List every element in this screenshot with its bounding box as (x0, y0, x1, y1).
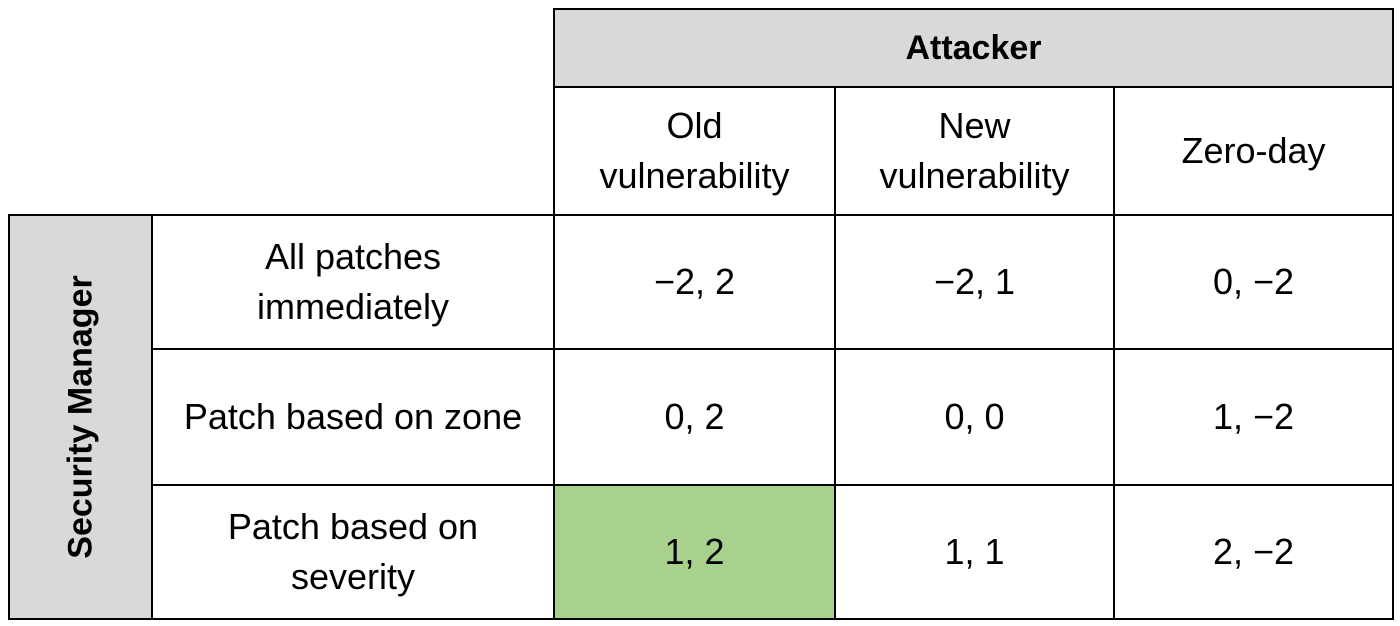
payoff-value: 1, −2 (1212, 396, 1295, 437)
payoff-cell: 1, −2 (1113, 348, 1394, 486)
column-player-header: Attacker (553, 8, 1394, 88)
row-header-label: All patches immediately (256, 236, 450, 327)
row-header-label: Patch based on zone (183, 396, 523, 437)
payoff-value: 2, −2 (1212, 531, 1295, 572)
column-header-label: New vulnerability (879, 105, 1070, 196)
payoff-cell: 0, −2 (1113, 214, 1394, 350)
payoff-cell: −2, 2 (553, 214, 836, 350)
payoff-value: 0, 0 (944, 396, 1005, 437)
column-header-old-vulnerability: Old vulnerability (553, 86, 836, 216)
payoff-value: 0, 2 (664, 396, 725, 437)
payoff-value: 1, 2 (664, 531, 725, 572)
row-player-header: Security Manager (8, 214, 153, 620)
column-header-label: Zero-day (1181, 130, 1326, 171)
payoff-value: 1, 1 (944, 531, 1005, 572)
row-player-label: Security Manager (61, 275, 100, 559)
payoff-cell: 1, 1 (834, 484, 1115, 620)
row-header-patch-zone: Patch based on zone (151, 348, 555, 486)
column-header-new-vulnerability: New vulnerability (834, 86, 1115, 216)
column-player-label: Attacker (905, 29, 1042, 67)
payoff-cell: 0, 2 (553, 348, 836, 486)
column-header-zero-day: Zero-day (1113, 86, 1394, 216)
payoff-value: −2, 1 (933, 261, 1016, 302)
row-header-all-patches: All patches immediately (151, 214, 555, 350)
payoff-value: −2, 2 (653, 261, 736, 302)
payoff-cell: 2, −2 (1113, 484, 1394, 620)
payoff-cell: 0, 0 (834, 348, 1115, 486)
payoff-cell-equilibrium: 1, 2 (553, 484, 836, 620)
row-header-label: Patch based on severity (227, 506, 479, 597)
payoff-value: 0, −2 (1212, 261, 1295, 302)
row-header-patch-severity: Patch based on severity (151, 484, 555, 620)
column-header-label: Old vulnerability (599, 105, 790, 196)
payoff-cell: −2, 1 (834, 214, 1115, 350)
